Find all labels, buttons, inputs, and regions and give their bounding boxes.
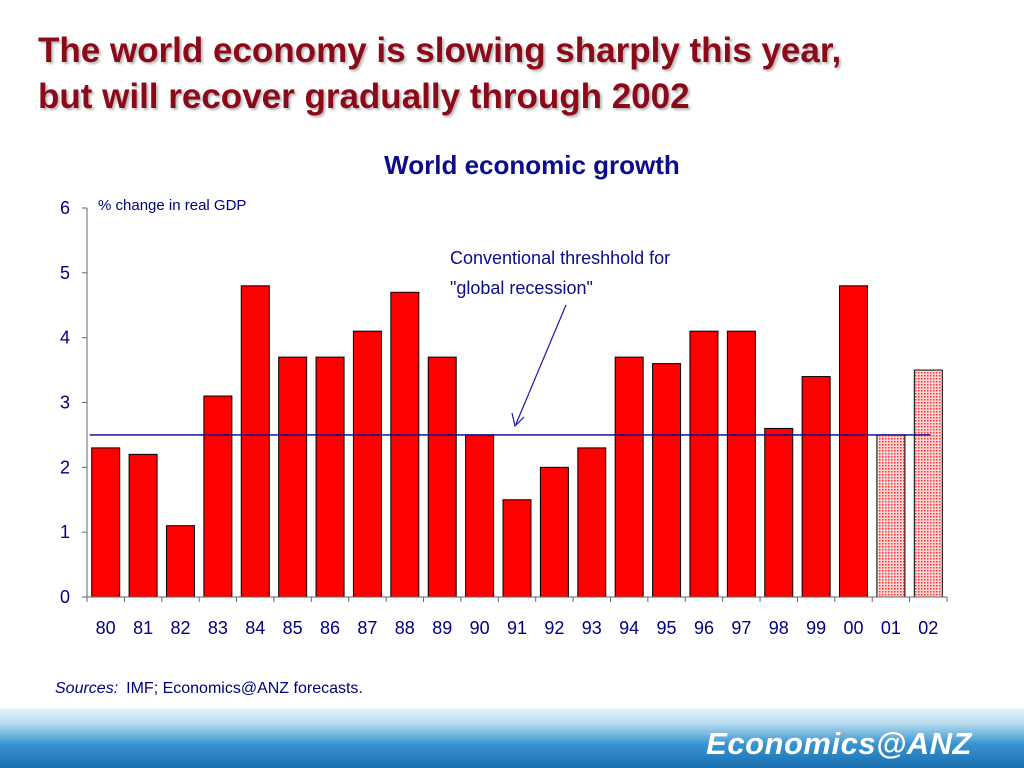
x-tick-label: 82	[170, 618, 190, 638]
brand-logo: Economics@ANZ	[706, 726, 972, 761]
y-tick-label: 6	[60, 198, 70, 218]
bar-86	[315, 356, 345, 598]
bar-80	[91, 447, 121, 598]
bar-83	[203, 395, 233, 598]
x-tick-label: 81	[133, 618, 153, 638]
sources-label: Sources:	[55, 680, 119, 697]
x-tick-label: 91	[507, 618, 527, 638]
x-tick-label: 99	[806, 618, 826, 638]
x-tick-label: 90	[470, 618, 490, 638]
bar-92	[539, 466, 569, 598]
y-tick-label: 5	[60, 263, 70, 283]
x-tick-label: 84	[245, 618, 265, 638]
bar-00	[839, 285, 869, 598]
x-tick-label: 83	[208, 618, 228, 638]
x-tick-label: 02	[918, 618, 938, 638]
x-tick-label: 80	[96, 618, 116, 638]
bar-88	[390, 291, 420, 598]
unit-label: % change in real GDP	[98, 197, 246, 214]
y-tick-label: 0	[60, 587, 70, 607]
y-tick-label: 2	[60, 457, 70, 477]
annotation-arrowhead	[511, 412, 525, 428]
x-tick-label: 89	[432, 618, 452, 638]
bars	[91, 285, 943, 598]
bar-84	[240, 285, 270, 598]
bar-99	[801, 376, 831, 598]
x-tick-label: 95	[657, 618, 677, 638]
annotation-arrow	[515, 304, 567, 425]
x-tick-label: 98	[769, 618, 789, 638]
bar-81	[128, 453, 158, 598]
growth-bar-chart: World economic growth % change in real G…	[60, 150, 948, 638]
bar-95	[652, 363, 682, 598]
x-tick-label: 96	[694, 618, 714, 638]
sources-note: Sources: IMF; Economics@ANZ forecasts.	[55, 680, 363, 698]
bar-97	[726, 330, 756, 598]
x-tick-label: 88	[395, 618, 415, 638]
threshold-annotation: Conventional threshhold for "global rece…	[450, 248, 670, 428]
x-tick-label: 86	[320, 618, 340, 638]
bar-91	[502, 499, 532, 598]
slide-title: The world economy is slowing sharply thi…	[38, 28, 998, 120]
bar-94	[614, 356, 644, 598]
chart-title: World economic growth	[384, 150, 680, 180]
x-tick-label: 93	[582, 618, 602, 638]
annotation-line-1: Conventional threshhold for	[450, 248, 670, 268]
bar-96	[689, 330, 719, 598]
x-tick-label: 00	[844, 618, 864, 638]
x-tick-label: 87	[357, 618, 377, 638]
bar-forecast-02	[913, 369, 943, 598]
bar-forecast-01	[876, 434, 906, 598]
x-axis: 80 81 82 83 84 85 86 87 88 89 90 91 92 93 94 95 96 97 98 99…	[86, 596, 948, 638]
bar-87	[352, 330, 382, 598]
bar-85	[278, 356, 308, 598]
y-tick-label: 4	[60, 328, 70, 348]
bar-82	[165, 525, 195, 598]
footer-band	[0, 708, 1024, 768]
bar-98	[764, 427, 794, 598]
bar-89	[427, 356, 457, 598]
x-tick-label: 85	[283, 618, 303, 638]
y-tick-label: 3	[60, 393, 70, 413]
y-tick-label: 1	[60, 522, 70, 542]
x-tick-label: 94	[619, 618, 639, 638]
x-tick-label: 97	[731, 618, 751, 638]
x-tick-label: 01	[881, 618, 901, 638]
annotation-line-2: "global recession"	[450, 278, 593, 298]
y-axis: 0 1 2 3 4 5 6	[60, 198, 88, 607]
slide-title-line-1: The world economy is slowing sharply thi…	[38, 31, 842, 70]
slide-title-line-2: but will recover gradually through 2002	[38, 77, 690, 116]
sources-text: IMF; Economics@ANZ forecasts.	[126, 680, 363, 697]
bar-93	[577, 447, 607, 598]
x-tick-label: 92	[544, 618, 564, 638]
bar-90	[465, 434, 495, 598]
